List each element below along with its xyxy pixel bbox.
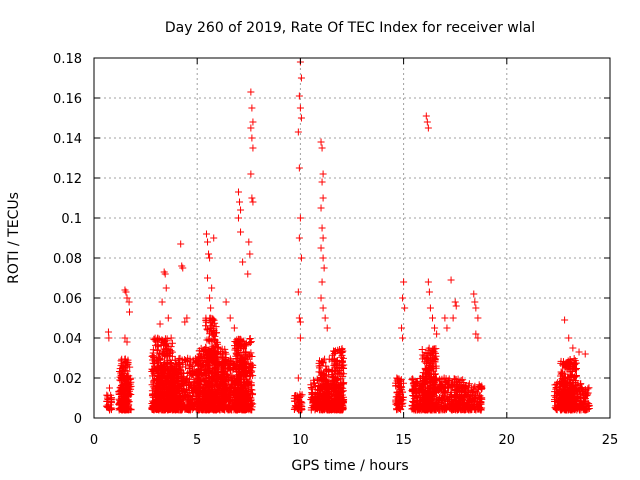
y-tick-label: 0	[74, 412, 82, 427]
data-point	[156, 400, 164, 408]
x-tick-label: 0	[90, 433, 98, 448]
chart-title: Day 260 of 2019, Rate Of TEC Index for r…	[165, 20, 535, 36]
y-tick-label: 0.16	[53, 92, 82, 107]
y-tick-label: 0.18	[53, 52, 82, 67]
data-point	[155, 390, 163, 398]
data-point	[154, 370, 162, 378]
data-point	[124, 379, 132, 387]
data-point	[123, 374, 131, 382]
data-point	[118, 357, 126, 365]
x-axis-label: GPS time / hours	[291, 458, 408, 474]
data-point	[105, 406, 113, 414]
data-point	[153, 376, 161, 384]
data-point	[154, 357, 162, 365]
data-point	[161, 352, 169, 360]
y-tick-label: 0.08	[53, 252, 82, 267]
data-point	[164, 360, 172, 368]
y-tick-label: 0.04	[53, 332, 82, 347]
y-tick-label: 0.1	[61, 212, 82, 227]
data-point	[175, 389, 183, 397]
data-point	[150, 354, 158, 362]
data-point	[174, 359, 182, 367]
data-point	[118, 381, 126, 389]
data-point	[122, 359, 130, 367]
data-point	[154, 343, 162, 351]
data-point	[161, 337, 169, 345]
data-point	[180, 387, 188, 395]
data-point	[104, 395, 112, 403]
data-point	[162, 341, 170, 349]
data-point	[117, 371, 125, 379]
y-tick-label: 0.02	[53, 372, 82, 387]
data-point	[177, 363, 185, 371]
data-point	[122, 392, 130, 400]
data-point	[159, 348, 167, 356]
data-point	[153, 346, 161, 354]
y-axis-label: ROTI / TECUs	[6, 192, 22, 284]
data-point	[119, 375, 127, 383]
data-point	[166, 349, 174, 357]
data-point	[159, 336, 167, 344]
data-point	[162, 342, 170, 350]
data-point	[165, 367, 173, 375]
data-point	[167, 334, 175, 342]
y-tick-label: 0.14	[53, 132, 82, 147]
data-point	[163, 350, 171, 358]
data-point	[166, 368, 174, 376]
data-point	[161, 377, 169, 385]
data-point	[122, 406, 130, 414]
data-point	[158, 381, 166, 389]
data-point	[151, 336, 159, 344]
data-point	[116, 367, 124, 375]
x-tick-label: 20	[499, 433, 516, 448]
data-point	[158, 396, 166, 404]
data-point	[120, 400, 128, 408]
data-point	[168, 339, 176, 347]
y-tick-label: 0.06	[53, 292, 82, 307]
x-tick-label: 25	[602, 433, 619, 448]
x-tick-label: 15	[395, 433, 412, 448]
data-point	[152, 366, 160, 374]
data-point	[123, 358, 131, 366]
data-point	[183, 392, 191, 400]
data-point	[167, 359, 175, 367]
data-point	[160, 401, 168, 409]
data-point	[107, 404, 115, 412]
data-point	[103, 391, 111, 399]
data-point	[153, 389, 161, 397]
x-tick-label: 5	[193, 433, 201, 448]
x-tick-label: 10	[292, 433, 309, 448]
data-point	[126, 390, 134, 398]
data-point	[124, 399, 132, 407]
data-point	[102, 402, 110, 410]
data-point	[153, 366, 161, 374]
data-point	[148, 372, 156, 380]
data-point	[124, 385, 132, 393]
data-point	[119, 386, 127, 394]
data-point	[121, 393, 129, 401]
data-point	[160, 346, 168, 354]
data-point	[126, 363, 134, 371]
y-tick-label: 0.12	[53, 172, 82, 187]
data-point	[155, 335, 163, 343]
data-point	[156, 376, 164, 384]
data-points	[102, 58, 593, 414]
data-point	[163, 385, 171, 393]
data-point	[154, 383, 162, 391]
